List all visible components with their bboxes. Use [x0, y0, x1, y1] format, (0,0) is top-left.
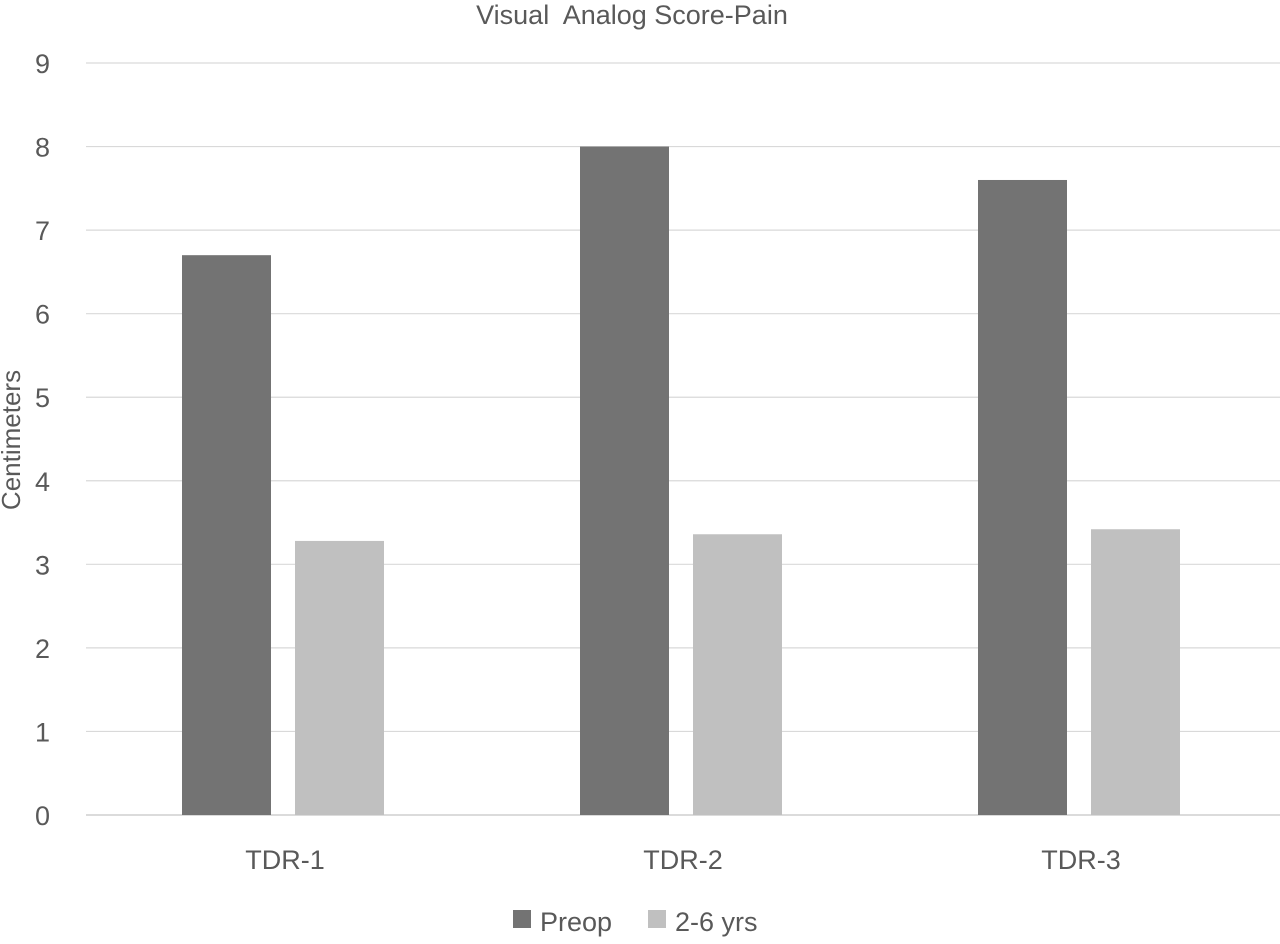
bar-tdr-3-2-6-yrs [1091, 529, 1180, 815]
x-tick-label: TDR-3 [1041, 845, 1121, 875]
y-tick-label: 2 [35, 634, 50, 664]
bar-tdr-1-2-6-yrs [295, 540, 384, 815]
bar-tdr-2-preop [580, 146, 669, 816]
x-tick-label: TDR-2 [643, 845, 723, 875]
y-tick-label: 5 [35, 383, 50, 413]
bar-tdr-1-preop [182, 255, 271, 815]
bar-tdr-2-2-6-yrs [693, 534, 782, 815]
legend-label: 2-6 yrs [675, 907, 758, 937]
legend: Preop 2-6 yrs [513, 907, 758, 937]
y-tick-label: 4 [35, 467, 50, 497]
y-tick-label: 1 [35, 717, 50, 747]
legend-swatch [513, 910, 531, 928]
bars [182, 146, 1180, 816]
y-axis-ticks: 0 1 2 3 4 5 6 7 8 9 [35, 49, 50, 831]
y-tick-label: 8 [35, 133, 50, 163]
y-axis-label: Centimeters [0, 370, 26, 510]
y-tick-label: 0 [35, 801, 50, 831]
y-tick-label: 3 [35, 550, 50, 580]
x-tick-label: TDR-1 [245, 845, 325, 875]
x-axis-ticks: TDR-1 TDR-2 TDR-3 [245, 845, 1121, 875]
y-tick-label: 9 [35, 49, 50, 79]
legend-swatch [648, 910, 666, 928]
y-tick-label: 6 [35, 300, 50, 330]
y-tick-label: 7 [35, 216, 50, 246]
bar-tdr-3-preop [978, 179, 1067, 815]
legend-label: Preop [540, 907, 612, 937]
chart-title: Visual Analog Score-Pain [476, 0, 788, 30]
gridlines [86, 62, 1280, 816]
